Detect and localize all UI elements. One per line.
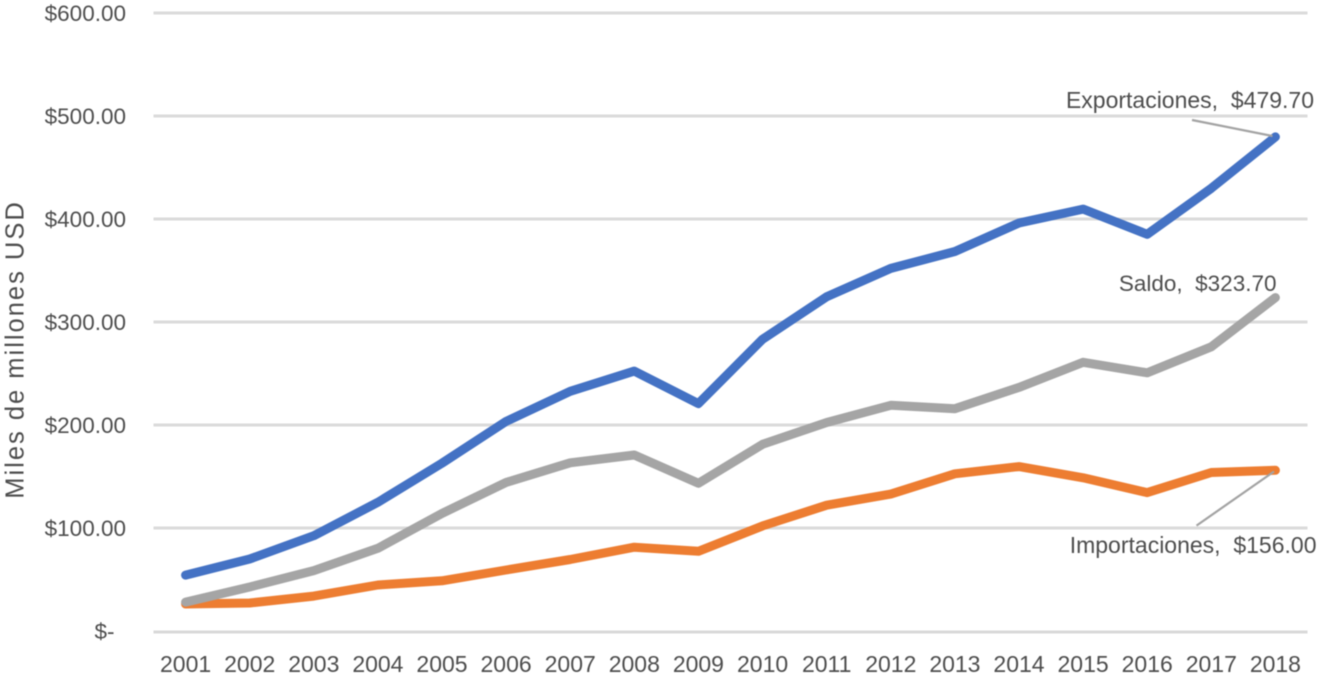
svg-text:2002: 2002 [224,651,275,677]
svg-text:$400.00: $400.00 [45,207,126,232]
svg-text:2015: 2015 [1058,651,1109,677]
svg-text:Miles de millones USD: Miles de millones USD [2,200,30,499]
svg-text:2017: 2017 [1186,651,1237,677]
svg-text:2011: 2011 [802,651,851,677]
svg-text:Importaciones, $156.00: Importaciones, $156.00 [1070,532,1317,558]
svg-text:2013: 2013 [929,651,980,677]
svg-text:2004: 2004 [352,651,403,677]
svg-text:$-: $- [94,619,114,644]
svg-text:2009: 2009 [673,651,724,677]
svg-text:2003: 2003 [288,651,339,677]
svg-text:$100.00: $100.00 [45,516,126,541]
svg-text:2006: 2006 [481,651,532,677]
svg-text:2007: 2007 [545,651,596,677]
svg-text:2012: 2012 [865,651,916,677]
svg-text:2014: 2014 [993,651,1044,677]
svg-text:2010: 2010 [737,651,788,677]
svg-text:2001: 2001 [160,651,211,677]
svg-text:$500.00: $500.00 [45,104,126,129]
svg-text:Saldo, $323.70: Saldo, $323.70 [1119,271,1277,296]
svg-text:$300.00: $300.00 [45,310,126,335]
svg-text:2008: 2008 [609,651,660,677]
svg-text:2016: 2016 [1122,651,1173,677]
svg-text:Exportaciones, $479.70: Exportaciones, $479.70 [1066,87,1314,113]
svg-text:$600.00: $600.00 [45,1,126,26]
svg-text:2018: 2018 [1250,651,1301,677]
svg-text:2005: 2005 [416,651,467,677]
svg-text:$200.00: $200.00 [45,413,126,438]
